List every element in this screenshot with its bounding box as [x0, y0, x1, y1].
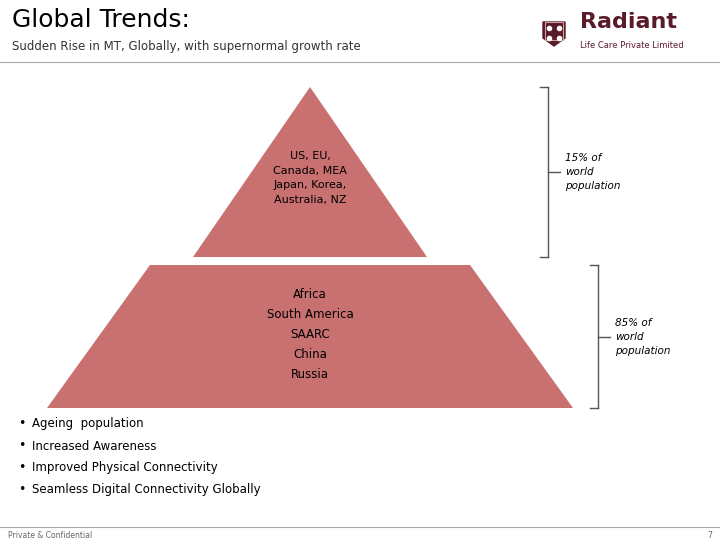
Text: •: • — [18, 483, 26, 496]
Text: Private & Confidential: Private & Confidential — [8, 530, 92, 539]
Text: Africa
South America
SAARC
China
Russia: Africa South America SAARC China Russia — [266, 288, 354, 381]
Text: Global Trends:: Global Trends: — [12, 8, 190, 32]
Text: •: • — [18, 462, 26, 475]
Text: Seamless Digital Connectivity Globally: Seamless Digital Connectivity Globally — [32, 483, 261, 496]
Text: US, EU,
Canada, MEA
Japan, Korea,
Australia, NZ: US, EU, Canada, MEA Japan, Korea, Austra… — [273, 151, 347, 205]
Text: Increased Awareness: Increased Awareness — [32, 440, 156, 453]
Text: Sudden Rise in MT, Globally, with supernormal growth rate: Sudden Rise in MT, Globally, with supern… — [12, 40, 361, 53]
Polygon shape — [543, 22, 565, 46]
Polygon shape — [193, 87, 427, 257]
Text: 85% of
world
population: 85% of world population — [615, 318, 670, 355]
Text: Improved Physical Connectivity: Improved Physical Connectivity — [32, 462, 217, 475]
Text: Ageing  population: Ageing population — [32, 417, 143, 430]
Polygon shape — [47, 265, 573, 408]
Text: 15% of
world
population: 15% of world population — [565, 153, 621, 191]
Text: •: • — [18, 440, 26, 453]
Text: Radiant: Radiant — [580, 12, 677, 32]
Text: •: • — [18, 417, 26, 430]
Text: Life Care Private Limited: Life Care Private Limited — [580, 40, 683, 50]
Text: 7: 7 — [707, 530, 712, 539]
